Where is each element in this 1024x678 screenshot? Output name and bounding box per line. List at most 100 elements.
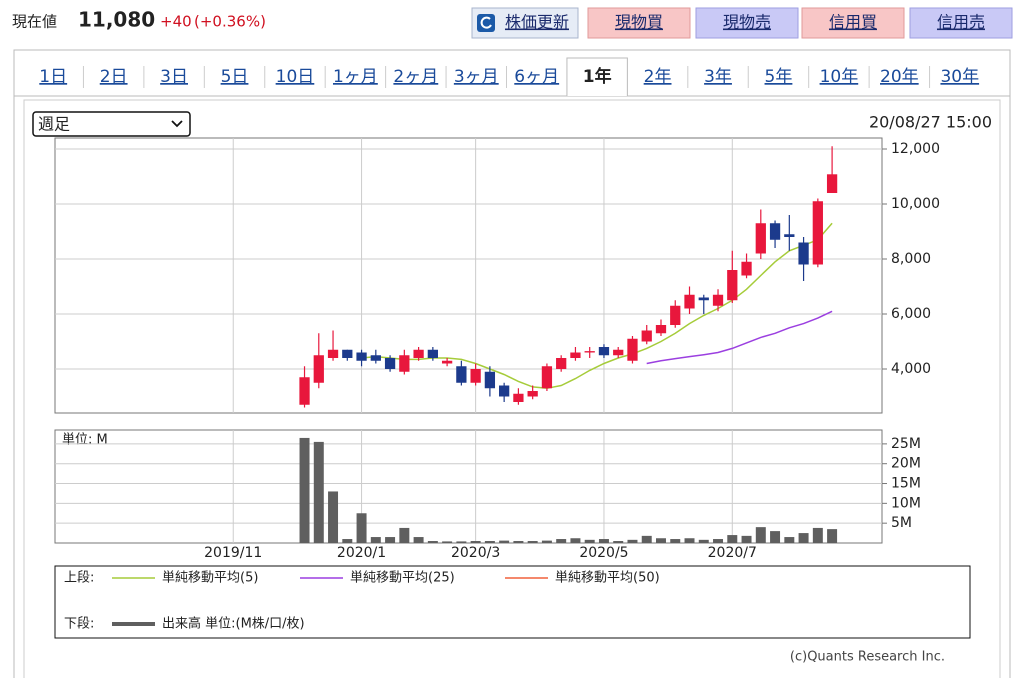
candle-body [627,338,638,361]
volume-bar [370,537,381,543]
button[interactable] [695,7,799,39]
volume-bar [641,535,652,543]
button-label[interactable]: 信用売 [937,13,985,32]
volume-bar [656,538,666,543]
legend-lower-label: 下段: [64,617,94,632]
candle-body [712,294,724,306]
candle-body [499,385,510,397]
volume-bar [499,540,510,543]
candle-body [484,371,496,389]
x-tick-label: 2019/11 [204,545,262,561]
refresh-icon-arrow[interactable] [480,16,492,29]
tab[interactable]: 2日 [100,67,128,87]
button-label[interactable]: 現物買 [615,13,663,32]
candle-body [741,261,752,276]
volume-bar [598,539,609,543]
candle-body [327,349,339,358]
tab[interactable]: 30年 [940,67,979,87]
button-label[interactable]: 信用買 [829,13,877,32]
candle-body [513,393,524,402]
volume-bar [812,527,823,543]
volume-plot [54,429,883,544]
refresh-icon[interactable] [477,14,495,32]
volume-bar [613,541,624,543]
legend-label: 単純移動平均(25) [350,570,455,586]
y-tick-label: 5M [891,515,912,531]
volume-bar [299,437,310,543]
tab[interactable]: 1日 [39,67,67,87]
select-arrow[interactable] [171,120,183,128]
candle-body [584,351,595,353]
volume-bar [513,541,524,543]
timestamp: 20/08/27 15:00 [869,113,992,132]
legend-upper-label: 上段: [64,571,94,586]
button-bar: 株価更新 現物買 現物売 信用買 信用売 [471,7,1013,39]
button-label[interactable]: 株価更新 [505,13,569,32]
tab[interactable]: 3日 [160,67,188,87]
tab[interactable]: 2年 [644,67,672,87]
candle-body [313,355,324,383]
volume-bar [770,531,781,543]
volume-bar [584,539,595,543]
tab[interactable]: 10日 [276,67,315,87]
tab[interactable]: 5日 [221,67,249,87]
volume-bar [399,527,410,543]
button[interactable] [801,7,905,39]
button[interactable] [587,7,691,39]
tab[interactable]: 3ヶ月 [454,67,499,87]
tab[interactable]: 6ヶ月 [514,67,559,87]
legend-label: 出来高 単位:(M株/口/枚) [162,616,305,632]
select-box[interactable] [32,111,191,137]
tab[interactable]: 3年 [704,67,732,87]
candle-body [684,294,695,309]
volume-bar [684,538,695,543]
candle-body [370,355,381,361]
tab[interactable]: 2ヶ月 [393,67,438,87]
candle-body [399,355,410,372]
select-value[interactable]: 週足 [38,115,70,134]
button[interactable] [909,7,1013,39]
price-change-pct: (+0.36%) [194,13,266,31]
candle-body [769,223,781,240]
candle-body [812,201,823,265]
period-select[interactable]: 週足 [32,111,191,137]
candle-body [384,358,396,369]
x-tick-label: 2020/5 [579,545,628,561]
volume-bar [670,539,681,543]
tab[interactable]: 20年 [880,67,919,87]
copyright: (c)Quants Research Inc. [790,650,945,665]
candle-body [413,349,424,358]
button-label[interactable]: 現物売 [723,13,771,32]
ma-line [361,222,833,390]
candle-body [570,352,581,358]
volume-bar [556,539,567,543]
candle-body [470,369,481,383]
y-tick-label: 10M [891,495,921,511]
volume-bar [741,535,752,543]
volume-bar [541,540,552,543]
candle-body [798,242,809,265]
x-tick-label: 2020/3 [451,545,500,561]
candle-body [755,223,766,254]
active-tab[interactable] [566,57,628,96]
tab[interactable]: 5年 [765,67,793,87]
volume-bar [356,513,367,543]
candle-body [641,330,652,342]
candle-body [613,349,624,356]
price-label: 現在値 [12,13,57,31]
volume-bar [484,541,495,543]
tab[interactable]: 1年 [583,66,612,87]
y-tick-label: 10,000 [891,196,940,212]
tab[interactable]: 10年 [820,67,859,87]
volume-bar [385,537,396,543]
volume-bar [798,533,809,543]
volume-bar [727,535,738,543]
volume-bar [827,529,838,543]
candle-body [784,234,795,237]
volume-bar [698,539,709,543]
candle-body [342,349,353,358]
tab[interactable]: 1ヶ月 [333,67,378,87]
price-change: +40 [160,13,192,31]
legend-label: 単純移動平均(5) [162,570,258,586]
x-tick-label: 2020/7 [708,545,757,561]
